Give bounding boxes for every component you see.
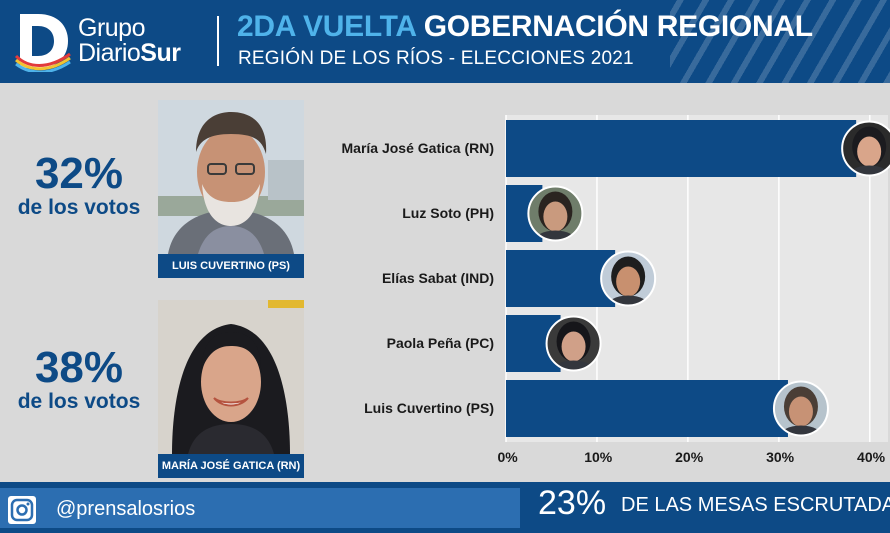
result-label: de los votos [17, 390, 141, 413]
footer-bar: @prensalosrios 23% DE LAS MESAS ESCRUTAD… [0, 482, 890, 533]
page-subtitle: REGIÓN DE LOS RÍOS - ELECCIONES 2021 [238, 48, 634, 69]
logo-text-grupo: Grupo [78, 14, 145, 42]
result-stat-cuvertino: 32% de los votos [4, 152, 154, 220]
result-stat-gatica: 38% de los votos [4, 346, 154, 414]
footer-social: @prensalosrios [0, 488, 520, 528]
category-label-0: María José Gatica (RN) [341, 139, 495, 156]
x-tick-label-1: 10% [584, 449, 613, 465]
page-title: 2DA VUELTA GOBERNACIÓN REGIONAL [237, 10, 813, 44]
instagram-icon[interactable] [8, 496, 36, 524]
header-banner: Grupo DiarioSur 2DA VUELTA GOBERNACIÓN R… [0, 0, 890, 83]
x-tick-label-4: 40% [857, 449, 886, 465]
vote-bar-chart: María José Gatica (RN) Luz Soto (PH) Elías… [341, 115, 890, 465]
result-label: de los votos [17, 196, 141, 219]
candidate-name-caption: MARÍA JOSÉ GATICA (RN) [158, 454, 304, 478]
x-tick-label-3: 30% [766, 449, 795, 465]
bar-2 [506, 250, 616, 307]
candidate-photo-woman [158, 300, 304, 454]
candidate-card-cuvertino: LUIS CUVERTINO (PS) [158, 100, 304, 278]
category-label-1: Luz Soto (PH) [402, 204, 494, 221]
candidate-portrait-marker-0 [841, 120, 890, 177]
candidate-portrait-marker-2 [600, 250, 657, 307]
title-highlight: 2DA VUELTA [237, 10, 416, 43]
category-label-3: Paola Peña (PC) [386, 334, 494, 351]
candidate-photo-man [158, 100, 304, 254]
bar-4 [506, 380, 788, 437]
header-divider [217, 16, 219, 66]
title-rest: GOBERNACIÓN REGIONAL [415, 10, 813, 43]
result-percentage: 38% [34, 343, 124, 392]
category-label-2: Elías Sabat (IND) [381, 269, 494, 286]
candidate-name-caption: LUIS CUVERTINO (PS) [158, 254, 304, 278]
bar-0 [506, 120, 857, 177]
logo-d-icon [14, 14, 71, 72]
instagram-handle-link[interactable]: @prensalosrios [56, 498, 196, 520]
chart-plot-area [505, 115, 890, 442]
candidate-portrait-marker-1 [527, 185, 584, 242]
category-label-4: Luis Cuvertino (PS) [364, 399, 494, 416]
header-stripes-decoration [670, 0, 890, 83]
grupo-diariosur-logo: Grupo DiarioSur [14, 10, 214, 72]
x-tick-label-0: 0% [497, 449, 518, 465]
result-percentage: 32% [34, 149, 124, 198]
x-tick-label-2: 20% [675, 449, 704, 465]
candidate-card-gatica: MARÍA JOSÉ GATICA (RN) [158, 300, 304, 478]
mesas-percentage: 23% [538, 484, 607, 522]
candidate-portrait-marker-4 [772, 380, 829, 437]
logo-text-diariosur: DiarioSur [78, 39, 181, 67]
candidate-portrait-marker-3 [545, 315, 602, 372]
mesas-label: DE LAS MESAS ESCRUTADAS [621, 494, 890, 516]
